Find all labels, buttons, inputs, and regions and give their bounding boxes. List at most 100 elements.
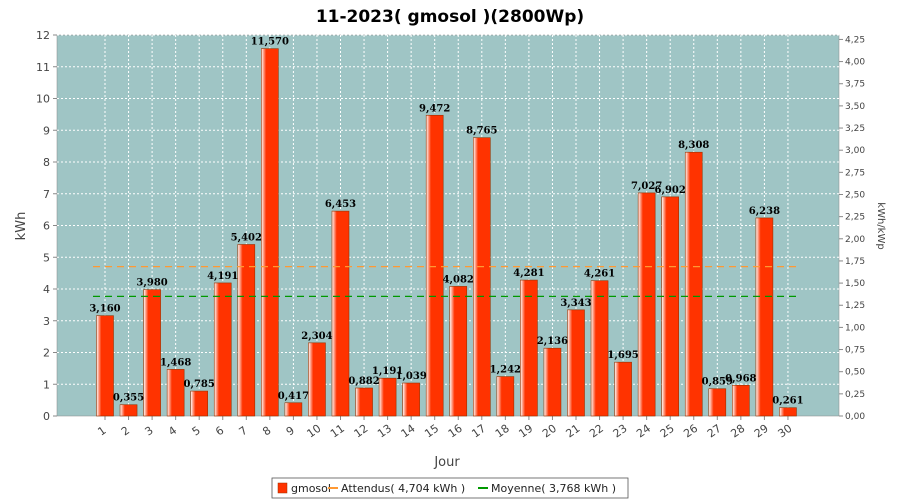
y-axis-label: kWh [14,212,29,241]
y2-tick-label: 0,25 [845,390,865,400]
y-tick-label: 3 [43,315,50,328]
bar-value-label: 0,355 [113,393,144,404]
bar [567,309,585,417]
bar [308,342,326,417]
x-tick-label: 7 [237,424,250,439]
bar [166,369,185,417]
x-tick-label: 29 [752,422,771,441]
bar [143,289,161,417]
y-tick-label: 2 [43,347,50,360]
bar-value-label: 6,453 [325,199,356,210]
y2-tick-label: 2,75 [845,168,865,178]
bar-value-label: 11,570 [251,37,289,48]
bar-value-label: 0,417 [278,391,309,402]
x-tick-label: 11 [328,422,347,441]
bar [284,402,303,417]
bar [96,315,114,417]
bar [425,114,444,417]
bar-value-label: 1,468 [160,357,191,368]
y-tick-label: 9 [43,124,50,137]
bar-value-label: 6,238 [749,206,780,217]
y2-tick-label: 1,00 [845,323,865,333]
x-tick-label: 9 [284,424,297,439]
bar-value-label: 4,082 [443,274,474,285]
bar [543,347,562,417]
x-tick-label: 3 [142,424,155,439]
bar-value-label: 8,308 [678,140,709,151]
y2-tick-label: 3,00 [845,146,865,156]
x-tick-label: 28 [728,422,747,441]
bars [96,48,797,417]
plot-area [56,34,840,417]
x-tick-label: 25 [658,422,677,441]
bar-value-label: 8,765 [466,126,497,137]
y2-tick-label: 3,25 [845,124,865,134]
legend-label: gmosol [291,482,331,495]
chart-title: 11-2023( gmosol )(2800Wp) [316,7,584,27]
bar-value-label: 3,160 [89,304,120,315]
y-tick-label: 8 [43,156,50,169]
bar-value-label: 3,343 [560,298,591,309]
legend-label: Moyenne( 3,768 kWh ) [491,482,616,495]
x-tick-label: 16 [446,422,465,441]
x-tick-label: 15 [422,422,441,441]
bar-value-label: 2,304 [301,331,332,342]
legend-box [271,477,629,499]
bar [449,286,468,417]
x-tick-label: 10 [304,422,323,441]
y2-tick-label: 4,00 [845,58,865,68]
y-tick-label: 5 [43,251,50,264]
bar-value-label: 4,261 [584,269,615,280]
x-axis-label: Jour [433,455,460,470]
x-axis: 1 2 3 4 5 6 7 8 9 10 11 12 13 14 15 16 17 18 19 20 21 22 23 24 2… [95,416,794,440]
bar-value-label: 1,242 [490,365,521,376]
y2-tick-label: 3,75 [845,80,865,90]
y2-tick-label: 1,25 [845,301,865,311]
y-tick-label: 12 [36,29,50,42]
bar-value-label: 9,472 [419,103,450,114]
y-tick-label: 11 [36,61,50,74]
bar [779,407,797,417]
bar-value-label: 5,402 [231,232,262,243]
bar [261,48,279,417]
bar-value-label: 3,980 [136,278,167,289]
bar-value-label: 0,859 [702,377,733,388]
y2-tick-label: 0,00 [845,412,865,422]
x-tick-label: 30 [775,422,794,441]
bar [661,196,680,417]
bar-value-label: 1,191 [372,366,403,377]
y2-axis: 0,00 0,25 0,50 0,75 1,00 1,25 1,50 1,75 2,00 2,25… [839,35,865,422]
x-tick-label: 17 [469,422,488,441]
x-tick-label: 1 [95,424,108,439]
x-tick-label: 22 [587,422,606,441]
bar [496,376,515,417]
y-tick-label: 1 [43,378,50,391]
bar [755,217,774,417]
bar-labels: 3,160 0,355 3,980 1,468 0,785 4,191 5,402 11,57… [89,37,803,407]
y2-tick-label: 2,00 [845,235,865,245]
y-tick-label: 7 [43,188,50,201]
bar [708,388,727,417]
y2-tick-label: 1,75 [845,257,865,267]
bar [331,210,350,417]
bar [684,151,703,417]
bar [237,244,256,417]
bar [614,361,632,417]
x-tick-label: 8 [260,424,273,439]
bar-value-label: 2,136 [537,336,568,347]
y2-tick-label: 2,50 [845,190,865,200]
x-tick-label: 18 [493,422,512,441]
x-tick-label: 19 [516,422,535,441]
legend-label: Attendus( 4,704 kWh ) [341,482,465,495]
bar [732,384,750,417]
legend: gmosol Attendus( 4,704 kWh ) Moyenne( 3,76… [271,477,629,499]
y2-tick-label: 3,50 [845,102,865,112]
y-tick-label: 0 [43,410,50,423]
bar-value-label: 4,281 [513,268,544,279]
bar [355,387,373,417]
x-tick-label: 23 [611,422,630,441]
x-tick-label: 21 [564,422,583,441]
y-tick-label: 4 [43,283,50,296]
x-tick-label: 24 [634,422,653,441]
